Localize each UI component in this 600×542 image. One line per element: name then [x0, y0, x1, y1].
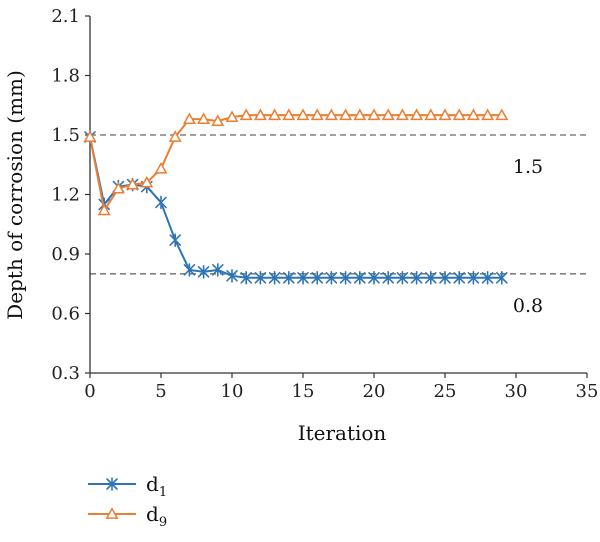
y-axis-ticks: 0.3 0.6 0.9 1.2 1.5 1.8 2.1: [51, 6, 90, 384]
series-point: [154, 161, 168, 174]
x-tick-label: 15: [292, 381, 315, 402]
series-point: [282, 108, 296, 121]
series-d1: [84, 130, 508, 285]
series-point: [381, 108, 395, 121]
series-point: [382, 270, 395, 285]
y-tick-label: 2.1: [51, 6, 80, 27]
series-point: [324, 108, 338, 121]
series-point: [140, 175, 154, 188]
legend-label: d1: [146, 472, 167, 500]
series-point: [495, 108, 509, 121]
series-point: [169, 233, 181, 247]
series-point: [325, 270, 338, 285]
x-axis-ticks: 0 5 10 15 20 25 30 35: [84, 373, 598, 402]
series-point: [197, 265, 210, 279]
legend-label-subscript: 9: [159, 515, 167, 530]
reference-line-label: 0.8: [513, 295, 543, 317]
series-point: [410, 270, 423, 285]
x-tick-label: 10: [221, 381, 244, 402]
legend-item: d1: [88, 472, 167, 500]
series-point: [182, 112, 196, 125]
x-tick-label: 5: [155, 381, 166, 402]
x-tick-label: 0: [84, 381, 95, 402]
y-axis-title: Depth of corrosion (mm): [3, 70, 27, 320]
series-point: [254, 270, 267, 285]
series-point: [183, 263, 196, 277]
x-tick-label: 20: [363, 381, 386, 402]
series-point: [467, 270, 480, 285]
legend-marker: [105, 507, 119, 519]
series-point: [240, 270, 252, 285]
series-point: [253, 108, 267, 121]
series-point: [83, 130, 97, 142]
series-point: [339, 108, 353, 121]
series-point: [225, 110, 239, 123]
series-line: [89, 114, 502, 212]
series-point: [495, 270, 508, 285]
x-tick-label: 30: [505, 381, 528, 402]
axes: [89, 16, 587, 374]
y-tick-label: 0.9: [51, 244, 80, 265]
series-point: [453, 270, 466, 285]
y-tick-label: 0.6: [51, 304, 80, 325]
series-point: [211, 114, 225, 127]
series-point: [438, 108, 452, 121]
series-point: [367, 108, 381, 121]
series-point: [168, 130, 182, 142]
series-d9: [83, 108, 509, 216]
series-point: [452, 108, 466, 121]
series-point: [353, 108, 367, 121]
series-point: [297, 270, 309, 285]
series-point: [481, 108, 495, 121]
reference-line-label: 1.5: [513, 156, 543, 178]
x-tick-label: 35: [576, 381, 599, 402]
x-tick-label: 25: [434, 381, 457, 402]
series-point: [339, 270, 352, 285]
series-point: [439, 270, 451, 285]
series-point: [111, 181, 125, 194]
legend-item: d9: [88, 502, 167, 530]
series-point: [395, 108, 409, 121]
series-layer: [83, 108, 509, 285]
series-point: [296, 108, 310, 121]
series-line: [89, 136, 502, 279]
y-tick-label: 0.3: [51, 363, 80, 384]
series-point: [226, 269, 238, 283]
series-point: [282, 270, 295, 285]
series-point: [424, 270, 437, 285]
x-axis-title: Iteration: [298, 421, 387, 445]
legend-marker: [106, 477, 118, 491]
series-point: [239, 108, 253, 121]
y-tick-label: 1.8: [51, 66, 80, 87]
legend-label-subscript: 1: [159, 485, 167, 500]
series-point: [424, 108, 438, 121]
y-tick-label: 1.2: [51, 185, 80, 206]
series-point: [197, 112, 211, 125]
legend-label: d9: [146, 502, 167, 530]
y-tick-label: 1.5: [51, 125, 80, 146]
series-point: [396, 270, 409, 285]
series-point: [126, 177, 140, 190]
series-point: [97, 203, 111, 216]
series-point: [311, 270, 324, 285]
series-point: [353, 270, 366, 285]
series-point: [410, 108, 424, 121]
series-point: [268, 270, 281, 285]
series-point: [481, 270, 494, 285]
series-point: [212, 263, 224, 277]
series-point: [155, 195, 167, 210]
reference-labels: 1.5 0.8: [513, 156, 543, 317]
series-point: [310, 108, 324, 121]
series-point: [268, 108, 282, 121]
series-point: [368, 270, 380, 285]
series-point: [466, 108, 480, 121]
